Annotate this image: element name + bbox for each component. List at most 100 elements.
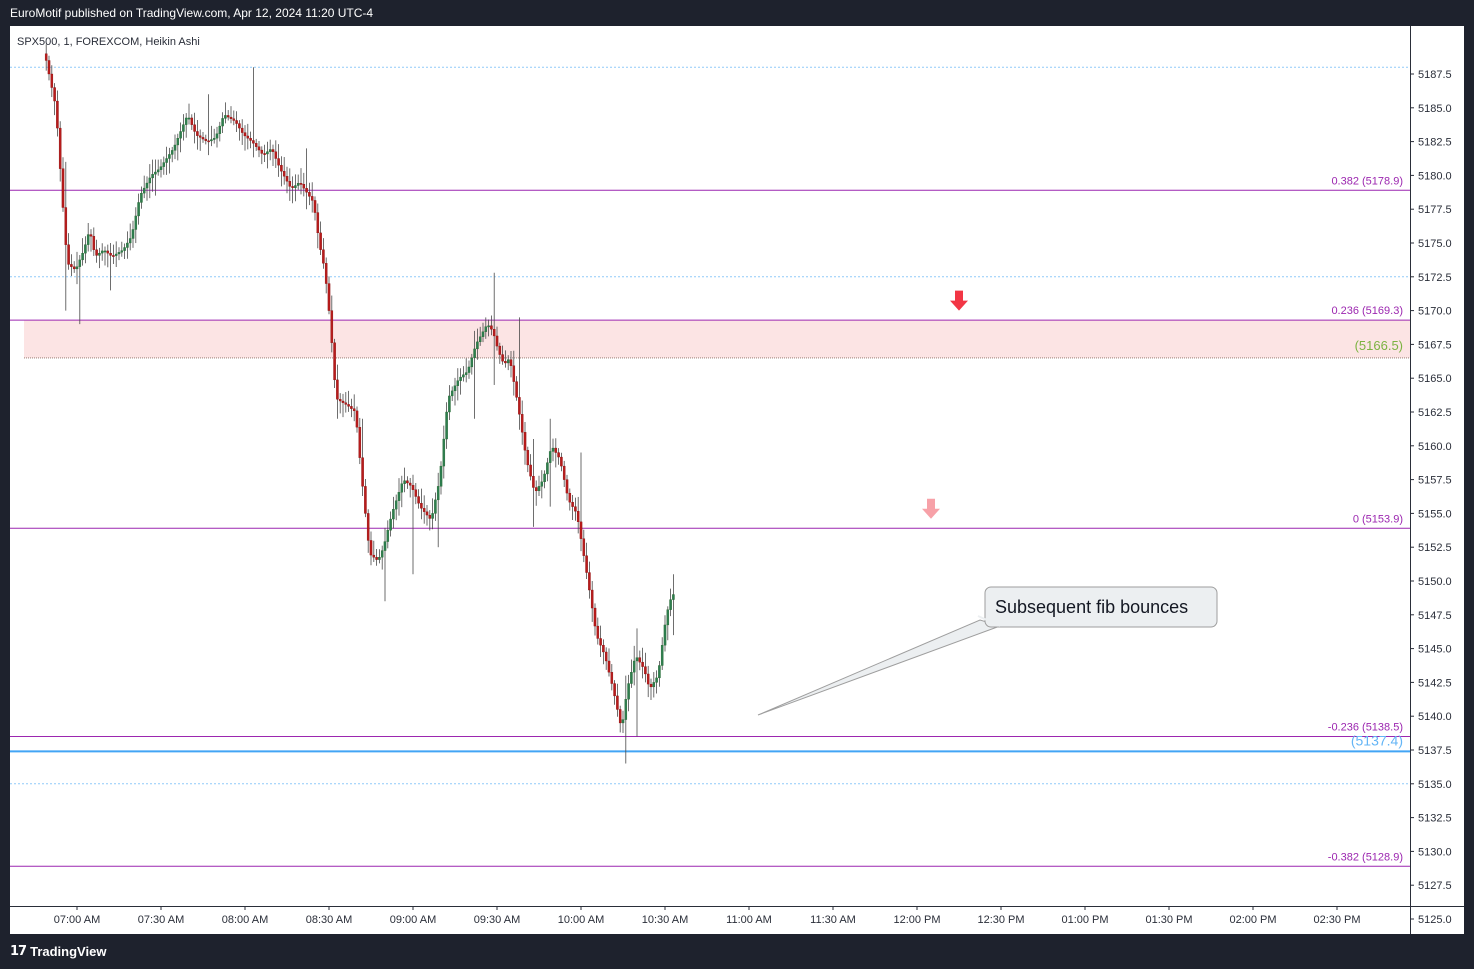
candle-body[interactable] [540,481,544,487]
candle-body[interactable] [159,166,163,170]
candle-body[interactable] [123,247,126,251]
candle-body[interactable] [543,473,546,483]
candle-body[interactable] [593,607,597,627]
candle-body[interactable] [333,342,336,381]
candle-body[interactable] [585,555,588,573]
candle-body[interactable] [288,181,292,187]
candle-body[interactable] [394,500,398,510]
candle-body[interactable] [565,479,569,494]
candle-body[interactable] [154,171,157,175]
candle-body[interactable] [520,414,524,433]
candle-body[interactable] [176,138,180,146]
candle-body[interactable] [78,259,82,267]
candle-body[interactable] [193,124,196,132]
candle-body[interactable] [411,485,415,490]
candle-body[interactable] [660,645,664,666]
candle-body[interactable] [72,266,76,270]
candle-body[interactable] [644,666,647,675]
candle-body[interactable] [232,118,236,121]
candle-body[interactable] [464,372,468,375]
candle-body[interactable] [316,212,320,234]
candle-body[interactable] [355,410,359,428]
candle-body[interactable] [453,385,457,392]
candle-body[interactable] [478,336,482,343]
candle-body[interactable] [576,510,580,523]
candle-body[interactable] [604,651,608,662]
candle-body[interactable] [546,462,549,475]
candle-body[interactable] [467,366,471,373]
candle-body[interactable] [137,202,140,217]
candle-body[interactable] [120,250,124,253]
candle-body[interactable] [296,183,300,186]
resistance-zone[interactable] [24,320,1410,358]
candle-body[interactable] [347,404,350,407]
candle-body[interactable] [512,365,516,382]
candle-body[interactable] [257,146,261,151]
candle-body[interactable] [128,238,132,244]
candle-body[interactable] [610,672,614,684]
candle-body[interactable] [282,171,286,177]
candle-body[interactable] [621,719,625,724]
candle-body[interactable] [462,374,465,378]
candle-body[interactable] [98,252,101,256]
candle-body[interactable] [64,207,68,245]
candle-body[interactable] [212,138,216,140]
candle-body[interactable] [352,408,356,412]
candle-body[interactable] [100,250,104,254]
candle-body[interactable] [523,432,527,451]
candle-body[interactable] [627,683,630,700]
candle-body[interactable] [490,325,493,330]
candle-body[interactable] [179,131,182,139]
candle-body[interactable] [632,660,636,673]
candle-body[interactable] [81,252,84,261]
candle-body[interactable] [425,511,429,516]
candle-body[interactable] [319,232,322,250]
candle-body[interactable] [170,150,174,155]
candle-body[interactable] [358,427,362,458]
candle-body[interactable] [448,395,451,413]
candle-body[interactable] [204,138,208,141]
candle-body[interactable] [596,625,600,639]
candle-body[interactable] [641,661,644,667]
candle-body[interactable] [277,158,280,166]
candle-body[interactable] [422,508,426,512]
candle-body[interactable] [190,117,194,125]
candle-body[interactable] [414,489,418,497]
candle-body[interactable] [364,486,367,514]
candle-body[interactable] [408,482,412,486]
candle-body[interactable] [341,400,345,403]
candle-body[interactable] [218,125,222,134]
candle-body[interactable] [484,326,488,332]
candle-body[interactable] [366,513,370,541]
candle-body[interactable] [663,624,667,646]
price-chart[interactable]: (5166.5) 0.382 (5178.9) 0.236 (5169.3) 0 (5… [10,26,1464,934]
candle-body[interactable] [291,186,294,188]
candle-body[interactable] [582,538,586,556]
candle-body[interactable] [616,695,619,710]
candle-body[interactable] [156,169,160,173]
candle-body[interactable] [344,402,348,405]
candle-body[interactable] [350,406,353,409]
candle-body[interactable] [47,60,51,75]
candle-body[interactable] [392,509,395,520]
candle-body[interactable] [131,229,135,239]
candle-body[interactable] [58,127,62,169]
candle-body[interactable] [299,183,303,185]
candle-body[interactable] [92,236,96,250]
candle-body[interactable] [322,249,325,264]
candle-body[interactable] [372,554,376,558]
candle-body[interactable] [562,465,566,480]
candle-body[interactable] [84,244,87,254]
candle-body[interactable] [487,325,490,328]
candle-body[interactable] [607,660,611,673]
candle-body[interactable] [495,335,499,347]
candle-body[interactable] [380,550,384,558]
down-arrow-light-icon[interactable] [922,498,940,519]
candle-body[interactable] [655,677,658,683]
time-axis[interactable] [10,906,1410,934]
candle-body[interactable] [221,118,224,127]
candle-body[interactable] [506,359,510,364]
candle-body[interactable] [590,589,594,609]
candle-body[interactable] [526,450,530,466]
candle-body[interactable] [431,513,434,519]
